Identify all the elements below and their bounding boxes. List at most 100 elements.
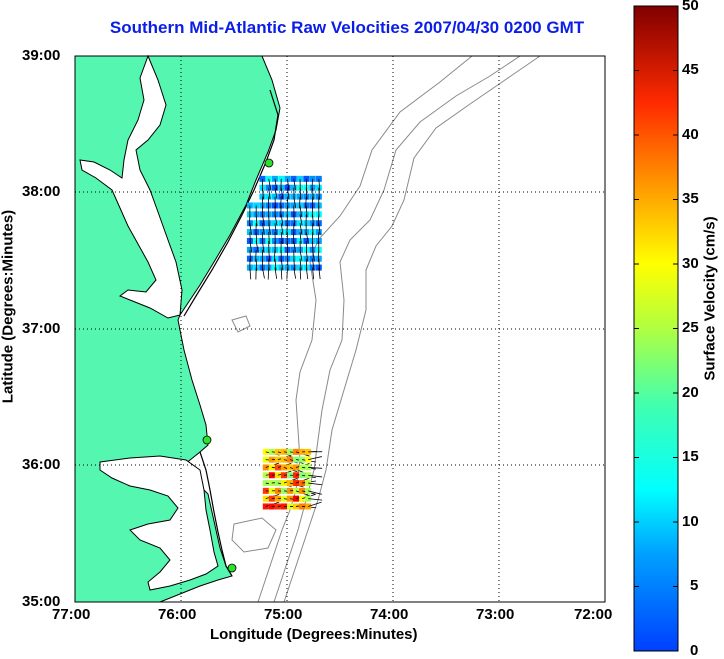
- colorbar-tick-label: 40: [682, 126, 699, 143]
- velocity-vector: [312, 258, 315, 271]
- velocity-vector: [287, 187, 290, 200]
- velocity-vector: [293, 240, 296, 253]
- velocity-vector: [274, 196, 276, 209]
- velocity-field-south: [262, 448, 323, 510]
- colorbar-label: Surface Velocity (cm/s): [701, 216, 719, 381]
- x-tick-label: 73:00: [476, 606, 515, 623]
- y-tick-label: 36:00: [22, 456, 61, 473]
- velocity-vector: [318, 223, 321, 235]
- velocity-vector: [268, 178, 272, 190]
- velocity-field-north: [246, 175, 322, 280]
- velocity-vector: [308, 498, 323, 501]
- velocity-vector: [274, 258, 277, 271]
- velocity-vector: [262, 267, 265, 279]
- velocity-vector: [305, 205, 308, 218]
- colorbar-tick-label: 5: [690, 577, 699, 594]
- velocity-vector: [280, 187, 284, 200]
- velocity-vector: [308, 456, 322, 461]
- velocity-vector: [308, 501, 322, 507]
- colorbar-tick-label: 45: [682, 61, 699, 78]
- velocity-vector: [293, 178, 296, 191]
- radar-site-marker[interactable]: [264, 158, 274, 168]
- velocity-vector: [249, 223, 252, 235]
- velocity-vector: [262, 223, 265, 235]
- velocity-vector: [280, 232, 283, 244]
- velocity-vector: [274, 223, 277, 235]
- radar-sites: [202, 158, 274, 573]
- velocity-vector: [255, 249, 257, 262]
- depth-contour-island: [231, 315, 251, 333]
- velocity-vector: [312, 214, 314, 227]
- x-tick-label: 72:00: [574, 606, 613, 623]
- grid-lines: [75, 56, 605, 602]
- radar-site-marker[interactable]: [202, 435, 212, 445]
- velocity-vector: [280, 267, 283, 280]
- velocity-vector: [293, 267, 297, 279]
- velocity-vector: [280, 196, 282, 209]
- x-tick-label: 75:00: [264, 606, 303, 623]
- y-tick-label: 37:00: [22, 320, 61, 337]
- y-tick-label: 38:00: [22, 183, 61, 200]
- velocity-vector: [308, 490, 322, 495]
- velocity-vector: [299, 196, 301, 209]
- velocity-vector: [280, 214, 284, 226]
- velocity-vector: [255, 258, 258, 271]
- velocity-vector: [299, 214, 303, 226]
- velocity-vector: [318, 187, 320, 200]
- velocity-vector: [286, 267, 288, 280]
- colorbar-tick-label: 20: [682, 384, 699, 401]
- x-tick-label: 74:00: [370, 606, 409, 623]
- velocity-vector: [274, 267, 278, 279]
- velocity-vector: [311, 178, 313, 191]
- map-title: Southern Mid-Atlantic Raw Velocities 200…: [109, 18, 585, 37]
- velocity-vector: [299, 258, 302, 271]
- colorbar-tick-label: 0: [690, 642, 699, 659]
- chesapeake-bay: [79, 54, 183, 319]
- x-tick-label: 77:00: [52, 606, 91, 623]
- velocity-vector: [274, 178, 278, 191]
- bathymetry-contours: [231, 55, 541, 603]
- velocity-vector: [308, 467, 323, 469]
- depth-contour-1: [257, 55, 473, 603]
- colorbar-tick-label: 10: [682, 513, 699, 530]
- depth-contour-2: [273, 55, 521, 603]
- velocity-vector: [299, 223, 303, 235]
- velocity-vector: [274, 187, 278, 199]
- velocity-vector: [318, 178, 321, 191]
- velocity-vector: [305, 258, 308, 271]
- depth-contour-3: [283, 55, 541, 603]
- y-axis-label: Latitude (Degrees:Minutes): [0, 209, 17, 404]
- land-mass: [74, 54, 281, 603]
- velocity-vector: [287, 178, 290, 191]
- velocity-vector: [318, 258, 321, 271]
- colorbar-tick-label: 50: [682, 0, 699, 14]
- colorbar-tick-label: 15: [682, 448, 699, 465]
- colorbar: [633, 5, 679, 652]
- x-axis-label: Longitude (Degrees:Minutes): [210, 626, 418, 643]
- velocity-vector: [317, 232, 320, 244]
- velocity-vector: [280, 205, 282, 218]
- velocity-vector: [308, 482, 323, 486]
- depth-contour-patch: [231, 517, 277, 553]
- velocity-vector: [249, 249, 252, 262]
- outer-banks: [199, 451, 233, 577]
- radar-site-marker[interactable]: [227, 563, 237, 573]
- velocity-vector: [280, 223, 284, 235]
- velocity-vector: [318, 267, 321, 280]
- velocity-vector: [312, 267, 315, 280]
- x-tick-label: 76:00: [158, 606, 197, 623]
- colorbar-tick-label: 25: [682, 319, 699, 336]
- velocity-vector: [299, 205, 303, 217]
- colorbar-ticks: [634, 5, 678, 652]
- velocity-vector: [299, 232, 302, 244]
- velocity-vector: [312, 187, 314, 200]
- y-tick-label: 35:00: [22, 593, 61, 610]
- velocity-vector: [268, 187, 271, 200]
- pamlico-sound: [99, 455, 219, 591]
- plot-frame: [74, 55, 606, 603]
- velocity-vector: [305, 232, 309, 244]
- colorbar-tick-label: 35: [682, 190, 699, 207]
- velocity-vector: [308, 474, 323, 478]
- velocity-vector: [299, 267, 302, 280]
- velocity-vector: [305, 196, 307, 209]
